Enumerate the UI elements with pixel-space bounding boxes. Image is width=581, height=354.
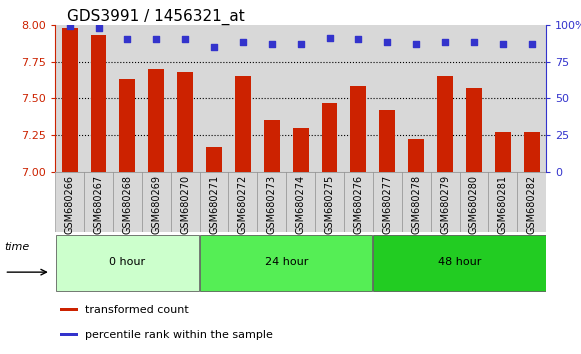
Text: time: time	[5, 242, 30, 252]
Point	[469, 40, 479, 45]
Bar	[113, 25, 142, 172]
Bar	[489, 172, 517, 232]
Point	[411, 41, 421, 47]
Bar	[431, 25, 460, 172]
Bar	[408, 139, 424, 172]
Bar	[62, 28, 78, 172]
Text: GSM680275: GSM680275	[325, 175, 335, 234]
Bar	[315, 25, 344, 172]
Text: 24 hour: 24 hour	[264, 257, 308, 267]
Point	[267, 41, 277, 47]
Bar	[84, 172, 113, 232]
Bar	[344, 25, 373, 172]
Bar	[56, 235, 199, 291]
Bar	[373, 172, 401, 232]
Point	[238, 40, 248, 45]
Bar	[228, 25, 257, 172]
Point	[209, 44, 218, 50]
Bar	[350, 86, 367, 172]
Bar	[437, 76, 453, 172]
Bar	[120, 79, 135, 172]
Bar	[257, 172, 286, 232]
Text: GSM680280: GSM680280	[469, 175, 479, 234]
Point	[152, 37, 161, 42]
Text: GSM680276: GSM680276	[353, 175, 364, 234]
Bar	[401, 172, 431, 232]
Point	[527, 41, 536, 47]
Text: transformed count: transformed count	[85, 305, 189, 315]
Bar	[374, 235, 546, 291]
Text: GSM680269: GSM680269	[151, 175, 162, 234]
Text: GSM680273: GSM680273	[267, 175, 277, 234]
Bar	[495, 132, 511, 172]
Text: GSM680279: GSM680279	[440, 175, 450, 234]
Point	[123, 37, 132, 42]
Bar	[523, 132, 540, 172]
Bar	[322, 103, 338, 172]
Bar	[460, 172, 489, 232]
Bar	[200, 235, 372, 291]
Bar	[55, 172, 84, 232]
Point	[65, 23, 74, 29]
Bar	[517, 172, 546, 232]
Point	[383, 40, 392, 45]
Bar	[264, 120, 279, 172]
Text: GSM680274: GSM680274	[296, 175, 306, 234]
Point	[325, 35, 334, 41]
Bar	[228, 172, 257, 232]
Point	[440, 40, 450, 45]
Bar	[60, 308, 78, 312]
Text: GSM680266: GSM680266	[64, 175, 74, 234]
Bar	[344, 172, 373, 232]
Bar	[460, 25, 489, 172]
Text: GSM680270: GSM680270	[180, 175, 190, 234]
Text: 0 hour: 0 hour	[109, 257, 145, 267]
Point	[296, 41, 306, 47]
Bar	[142, 172, 171, 232]
Text: GSM680277: GSM680277	[382, 175, 392, 234]
Bar	[60, 333, 78, 336]
Text: GSM680281: GSM680281	[498, 175, 508, 234]
Bar	[286, 25, 315, 172]
Text: GSM680271: GSM680271	[209, 175, 219, 234]
Bar	[171, 172, 200, 232]
Bar	[293, 128, 309, 172]
Bar	[235, 76, 251, 172]
Text: GSM680268: GSM680268	[123, 175, 132, 234]
Text: GSM680272: GSM680272	[238, 175, 248, 234]
Text: percentile rank within the sample: percentile rank within the sample	[85, 330, 273, 339]
Text: GSM680278: GSM680278	[411, 175, 421, 234]
Bar	[206, 147, 222, 172]
Bar	[431, 172, 460, 232]
Bar	[148, 69, 164, 172]
Bar	[257, 25, 286, 172]
Text: GDS3991 / 1456321_at: GDS3991 / 1456321_at	[67, 9, 245, 25]
Bar	[200, 25, 228, 172]
Text: GSM680282: GSM680282	[527, 175, 537, 234]
Bar	[373, 25, 401, 172]
Point	[181, 37, 190, 42]
Point	[354, 37, 363, 42]
Bar	[55, 25, 84, 172]
Bar	[177, 72, 193, 172]
Bar	[466, 88, 482, 172]
Bar	[315, 172, 344, 232]
Point	[498, 41, 507, 47]
Bar	[286, 172, 315, 232]
Bar	[379, 110, 395, 172]
Bar	[113, 172, 142, 232]
Text: 48 hour: 48 hour	[438, 257, 481, 267]
Bar	[401, 25, 431, 172]
Bar	[489, 25, 517, 172]
Point	[94, 25, 103, 30]
Bar	[84, 25, 113, 172]
Bar	[200, 172, 228, 232]
Bar	[517, 25, 546, 172]
Text: GSM680267: GSM680267	[94, 175, 103, 234]
Bar	[171, 25, 200, 172]
Bar	[91, 35, 106, 172]
Bar	[142, 25, 171, 172]
